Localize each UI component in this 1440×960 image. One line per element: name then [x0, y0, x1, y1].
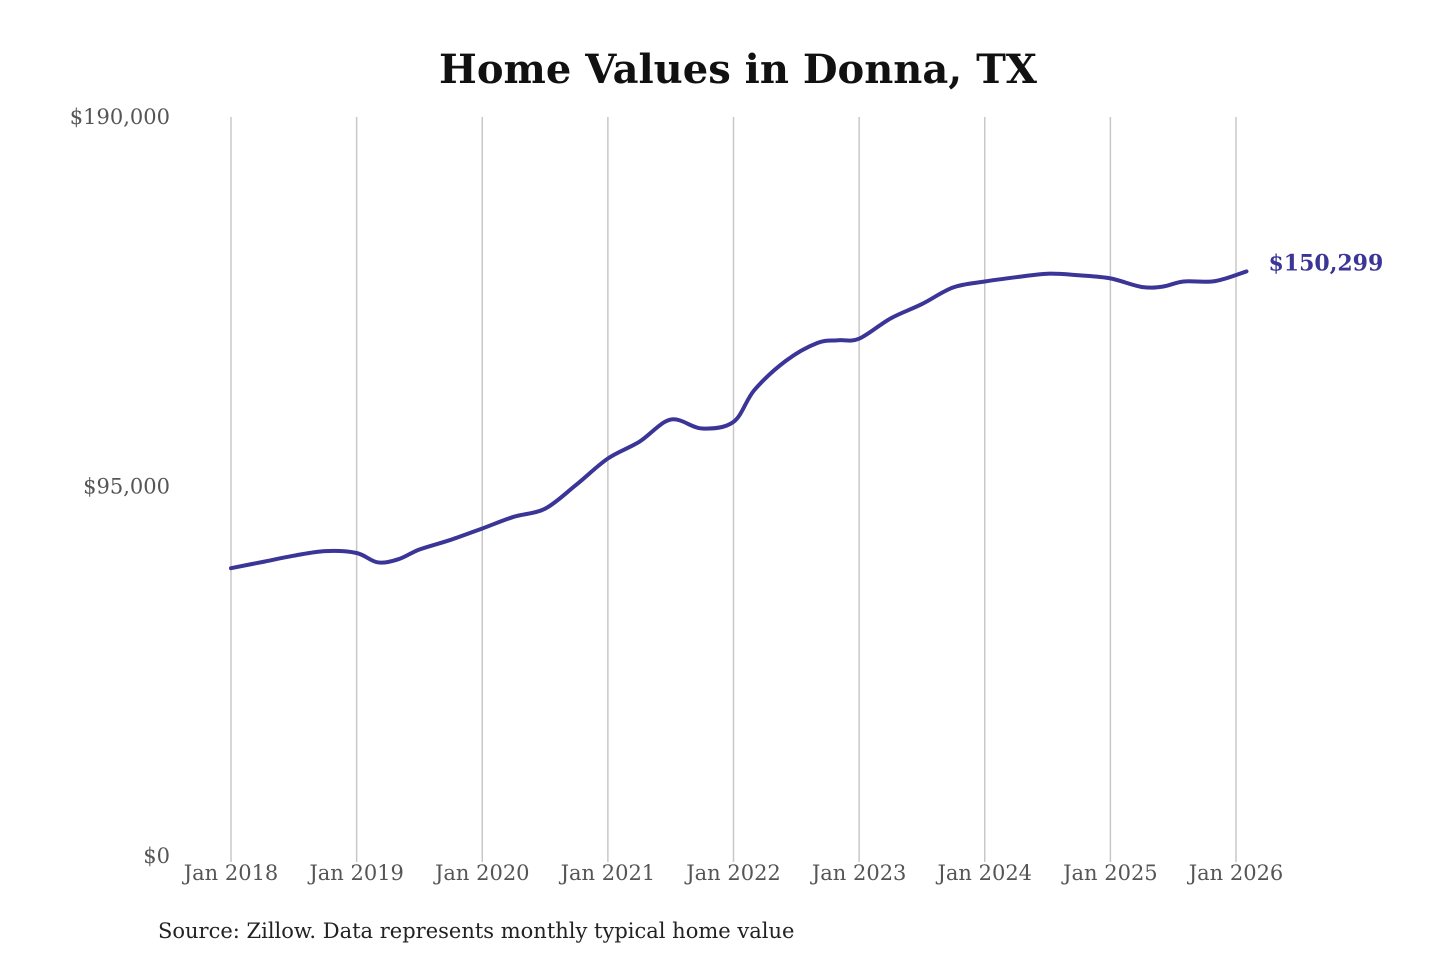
end-value-label: $150,299 [1268, 250, 1383, 276]
series-layer [229, 269, 1249, 571]
x-tick-label: Jan 2025 [1061, 861, 1158, 885]
chart-title: Home Values in Donna, TX [439, 46, 1037, 93]
x-tick-label: Jan 2020 [433, 861, 530, 885]
x-tick-label: Jan 2024 [935, 861, 1032, 885]
grid-lines [230, 117, 1237, 862]
y-tick-label: $95,000 [83, 475, 170, 499]
source-note: Source: Zillow. Data represents monthly … [158, 919, 794, 943]
x-tick-label: Jan 2021 [559, 861, 656, 885]
annotations: $150,299 [1268, 250, 1383, 276]
y-axis-tick-labels: $0 $95,000 $190,000 [70, 105, 170, 868]
x-tick-label: Jan 2022 [684, 861, 781, 885]
x-tick-label: Jan 2018 [182, 861, 279, 885]
y-tick-label: $190,000 [70, 105, 170, 129]
x-tick-label: Jan 2026 [1187, 861, 1284, 885]
y-tick-label: $0 [143, 844, 170, 868]
x-axis-tick-labels: Jan 2018 Jan 2019 Jan 2020 Jan 2021 Jan 2022… [182, 861, 1284, 885]
x-tick-label: Jan 2023 [810, 861, 907, 885]
x-tick-label: Jan 2019 [307, 861, 404, 885]
series-line-home-value [229, 269, 1249, 571]
